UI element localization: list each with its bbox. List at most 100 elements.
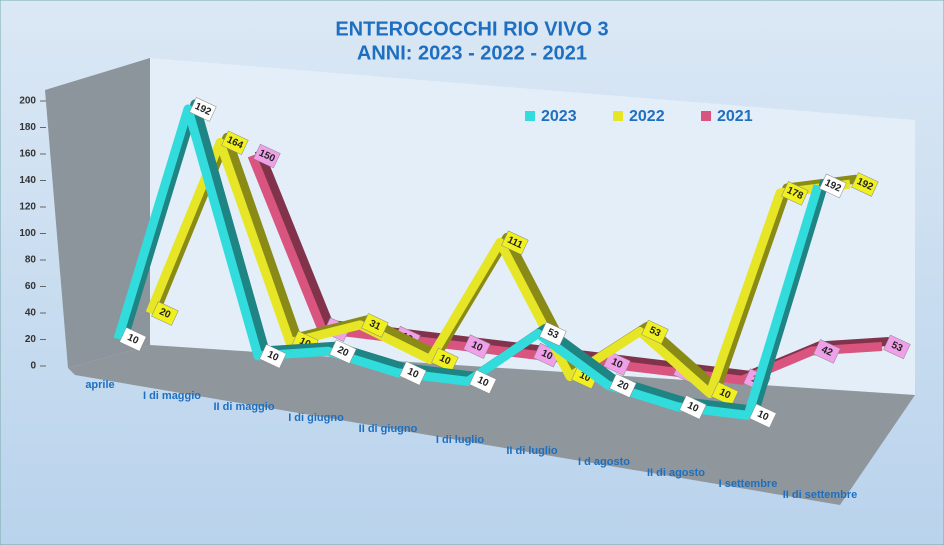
data-label-box — [431, 347, 459, 373]
data-label-box — [189, 97, 217, 122]
data-label-text: 10 — [125, 332, 140, 347]
data-label-text: 42 — [819, 344, 834, 359]
x-tick-label: aprile — [85, 379, 114, 391]
data-label-box — [749, 403, 777, 429]
x-tick-label: I di maggio — [143, 390, 201, 402]
data-label-box — [259, 344, 287, 369]
series-line — [145, 137, 851, 399]
data-label-box — [469, 369, 497, 395]
data-label-box — [819, 173, 847, 199]
data-label-box — [679, 395, 707, 420]
data-label-text: 10 — [265, 349, 280, 364]
data-label: 20 — [151, 301, 179, 326]
x-tick-label: I di luglio — [436, 434, 485, 446]
y-tick-label: 200 — [19, 96, 36, 107]
data-label-box — [609, 373, 637, 398]
y-tick-label: 120 — [19, 202, 36, 213]
data-label: 10 — [463, 334, 491, 359]
data-label-box — [711, 381, 739, 407]
data-label-text: 10 — [475, 375, 490, 390]
legend-swatch — [613, 111, 623, 121]
data-label: 20 — [609, 373, 637, 398]
y-tick-label: 0 — [30, 361, 36, 372]
data-label-box — [501, 230, 529, 256]
data-label-text: 10 — [437, 353, 452, 368]
y-tick-label: 20 — [25, 334, 37, 345]
data-label: 111 — [501, 230, 529, 256]
data-label-text: 20 — [335, 345, 350, 360]
data-label: 164 — [221, 130, 249, 156]
y-tick-label: 140 — [19, 175, 36, 186]
data-label: 42 — [813, 339, 841, 364]
x-tick-label: II di agosto — [647, 467, 705, 479]
x-tick-label: II di luglio — [506, 445, 558, 457]
chart-subtitle: ANNI: 2023 - 2022 - 2021 — [357, 42, 587, 64]
data-label-box — [329, 339, 357, 364]
data-label: 178 — [781, 181, 809, 206]
data-label-text: 20 — [157, 306, 172, 321]
data-label-text: 10 — [717, 387, 732, 402]
x-tick-label: II di settembre — [783, 489, 858, 501]
data-label: 192 — [189, 97, 217, 122]
legend-label: 2022 — [629, 108, 665, 125]
x-tick-label: I d agosto — [578, 456, 630, 468]
data-label: 31 — [361, 313, 389, 338]
chart-title: ENTEROCOCCHI RIO VIVO 3 — [335, 18, 608, 40]
data-label: 53 — [883, 334, 911, 360]
data-label-box — [119, 327, 147, 352]
data-label: 10 — [259, 344, 287, 369]
data-label-text: 10 — [539, 348, 554, 363]
y-tick-label: 160 — [19, 149, 36, 160]
y-tick-label: 40 — [25, 308, 37, 319]
data-label-box — [221, 130, 249, 156]
data-label-box — [781, 181, 809, 206]
legend-label: 2021 — [717, 108, 753, 125]
legend-swatch — [525, 111, 535, 121]
x-tick-label: II di maggio — [213, 401, 274, 413]
data-label: 10 — [119, 327, 147, 352]
data-label-box — [641, 319, 669, 345]
data-label-box — [253, 143, 281, 169]
data-label-box — [151, 301, 179, 326]
side-wall — [45, 58, 150, 368]
data-label-text: 10 — [405, 366, 420, 381]
y-tick-label: 60 — [25, 281, 37, 292]
data-label-text: 10 — [755, 409, 770, 424]
data-label-box — [361, 313, 389, 338]
data-label-text: 53 — [889, 340, 904, 355]
y-tick-label: 180 — [19, 122, 36, 133]
data-label-box — [603, 351, 631, 376]
data-label-text: 53 — [545, 327, 560, 342]
data-label: 150 — [253, 143, 281, 169]
data-label-text: 31 — [367, 318, 382, 333]
x-tick-label: I di giugno — [288, 412, 344, 424]
data-label-box — [813, 339, 841, 364]
data-label: 10 — [399, 361, 427, 386]
data-label-box — [883, 334, 911, 360]
data-label-text: 20 — [615, 379, 630, 394]
data-label: 10 — [431, 347, 459, 373]
x-tick-label: II di giugno — [359, 423, 418, 435]
data-label-box — [399, 361, 427, 386]
data-label: 20 — [329, 339, 357, 364]
data-label: 192 — [819, 173, 847, 199]
data-label-text: 10 — [609, 356, 624, 371]
legend-label: 2023 — [541, 108, 577, 125]
data-label-text: 53 — [647, 325, 662, 340]
data-label: 10 — [749, 403, 777, 429]
x-tick-label: I settembre — [719, 478, 778, 490]
data-label: 10 — [711, 381, 739, 407]
y-tick-label: 100 — [19, 228, 36, 239]
data-label-text: 10 — [685, 400, 700, 415]
data-label: 10 — [533, 342, 561, 368]
data-label: 10 — [679, 395, 707, 420]
data-label-box — [851, 172, 879, 197]
data-label-text: 10 — [469, 339, 484, 354]
data-label: 53 — [641, 319, 669, 345]
y-tick-label: 80 — [25, 255, 37, 266]
data-label: 10 — [603, 351, 631, 376]
back-wall — [150, 58, 915, 395]
legend-swatch — [701, 111, 711, 121]
data-label: 192 — [851, 172, 879, 197]
